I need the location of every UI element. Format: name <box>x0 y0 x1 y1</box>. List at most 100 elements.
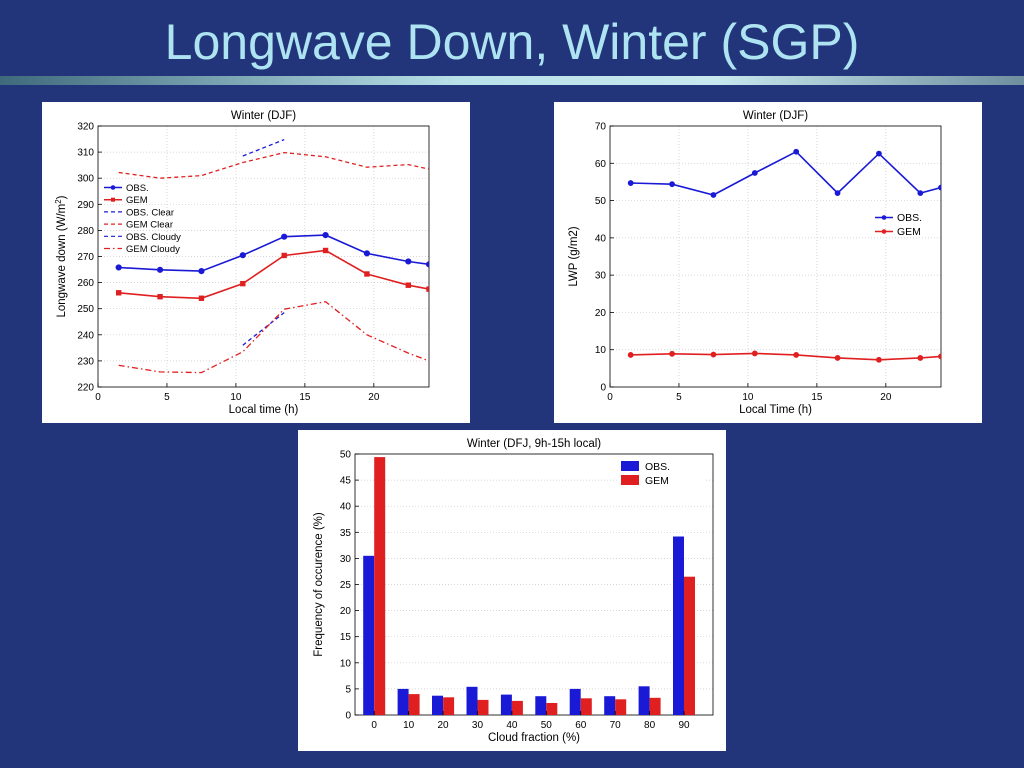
series-obs-point <box>834 190 841 197</box>
legend-label: GEM Cloudy <box>126 244 180 255</box>
chart-title: Winter (DFJ, 9h-15h local) <box>467 438 601 450</box>
x-tick-label: 15 <box>299 392 311 403</box>
y-axis-label-text: Longwave down (W/m <box>56 204 68 318</box>
series-obs-point <box>627 180 634 186</box>
y-tick-label: 250 <box>77 304 94 315</box>
y-axis-label-sup: 2 <box>54 199 63 204</box>
y-tick-label: 40 <box>595 233 607 244</box>
legend-label: OBS. <box>645 461 670 473</box>
legend-label: OBS. Clear <box>126 207 174 218</box>
series-gem-point <box>405 282 412 288</box>
legend-label: GEM <box>897 226 921 238</box>
legend-label: OBS. <box>126 183 149 194</box>
series-gem-point <box>751 350 758 357</box>
y-tick-label: 30 <box>340 554 352 565</box>
series-gem-bar <box>443 697 455 715</box>
x-tick-label: 20 <box>437 720 449 731</box>
legend-swatch <box>621 475 639 485</box>
y-tick-label: 220 <box>77 383 94 394</box>
legend-label: OBS. <box>897 212 922 224</box>
y-tick-label: 40 <box>340 502 352 513</box>
series-obs-point <box>425 261 429 268</box>
y-axis-label: LWP (g/m2) <box>568 226 580 286</box>
series-obs-bar <box>569 688 581 715</box>
series-gem-bar <box>374 457 386 715</box>
series-gem-bar <box>477 699 489 715</box>
series-obs-point <box>751 170 758 176</box>
series-obs-point <box>917 190 924 197</box>
y-tick-label: 230 <box>77 356 94 367</box>
y-tick-label: 10 <box>595 345 607 356</box>
series-obs-bar <box>500 694 512 715</box>
series-gem-bar <box>615 699 627 715</box>
series-gem-point <box>834 355 841 361</box>
series-obs-point <box>710 192 717 198</box>
x-axis-label: Local time (h) <box>229 404 299 416</box>
x-tick-label: 5 <box>164 392 170 403</box>
y-tick-label: 10 <box>340 658 352 669</box>
y-tick-label: 15 <box>340 632 352 643</box>
longwave-down-chart-panel: 220 230 240 250 260 270 280 290 300 310 320 0 5 10 15 2… <box>42 102 470 423</box>
series-gem-point <box>917 355 924 361</box>
y-tick-label: 270 <box>77 252 94 263</box>
y-tick-label: 310 <box>77 148 94 159</box>
series-gem-line <box>118 249 429 300</box>
legend-label: OBS. Cloudy <box>126 232 181 243</box>
y-tick-label: 320 <box>77 122 94 133</box>
series-gem-bar <box>408 694 420 715</box>
series-obs-point <box>115 264 122 271</box>
legend-marker <box>110 185 116 190</box>
plot-frame <box>354 453 714 716</box>
series-gem-point <box>157 293 163 300</box>
series-obs-point <box>363 250 371 257</box>
y-tick-label: 300 <box>77 174 94 185</box>
x-tick-label: 10 <box>403 720 415 731</box>
x-tick-label: 0 <box>607 392 613 403</box>
series-gem-point <box>240 280 246 287</box>
legend-label: GEM Clear <box>126 220 173 231</box>
y-tick-label: 0 <box>345 711 351 722</box>
legend-marker <box>881 215 887 220</box>
x-tick-label: 90 <box>678 720 690 731</box>
y-tick-label: 60 <box>595 159 607 170</box>
series-gem-point <box>426 286 429 292</box>
series-gem-point <box>669 350 675 357</box>
series-gem-point <box>938 353 941 360</box>
plot-frame <box>609 125 942 388</box>
series-gem-bar <box>546 703 558 715</box>
y-tick-label: 260 <box>77 278 94 289</box>
x-tick-label: 80 <box>644 720 656 731</box>
series-obs-bar <box>535 696 547 715</box>
series-obs-cloudy-line <box>242 312 285 346</box>
series-gem-clear-line <box>118 151 429 179</box>
series-obs-bar <box>363 555 375 715</box>
cloud-fraction-chart-panel: 0 5 10 15 20 25 30 35 40 45 50 Winter (DFJ, 9h-15h … <box>298 430 726 751</box>
series-obs-point <box>281 233 288 240</box>
y-tick-label: 5 <box>345 684 351 695</box>
series-gem-point <box>710 351 717 358</box>
series-obs-bar <box>432 695 443 715</box>
series-obs-bar <box>673 536 684 715</box>
x-tick-label: 60 <box>575 720 587 731</box>
series-obs-bar <box>397 688 409 715</box>
legend: OBS. GEM <box>616 457 706 491</box>
plot-area <box>627 148 941 363</box>
x-tick-label: 10 <box>230 392 242 403</box>
series-obs-clear-line <box>242 138 285 157</box>
y-tick-label: 35 <box>340 528 352 539</box>
y-axis-label: Frequency of occurence (%) <box>313 512 325 657</box>
legend-swatch <box>621 461 639 471</box>
series-obs-point <box>405 258 412 265</box>
series-gem-bar <box>511 700 523 715</box>
legend-label: GEM <box>126 195 148 206</box>
y-tick-label: 70 <box>595 122 607 133</box>
x-tick-label: 20 <box>368 392 380 403</box>
series-gem-point <box>115 290 122 296</box>
series-gem-point <box>198 295 205 301</box>
legend-label: GEM <box>645 475 669 487</box>
series-obs-bar <box>466 686 478 715</box>
plot-area <box>115 138 429 374</box>
chart-title: Winter (DJF) <box>743 110 808 122</box>
y-axis-label-end: ) <box>56 195 68 199</box>
